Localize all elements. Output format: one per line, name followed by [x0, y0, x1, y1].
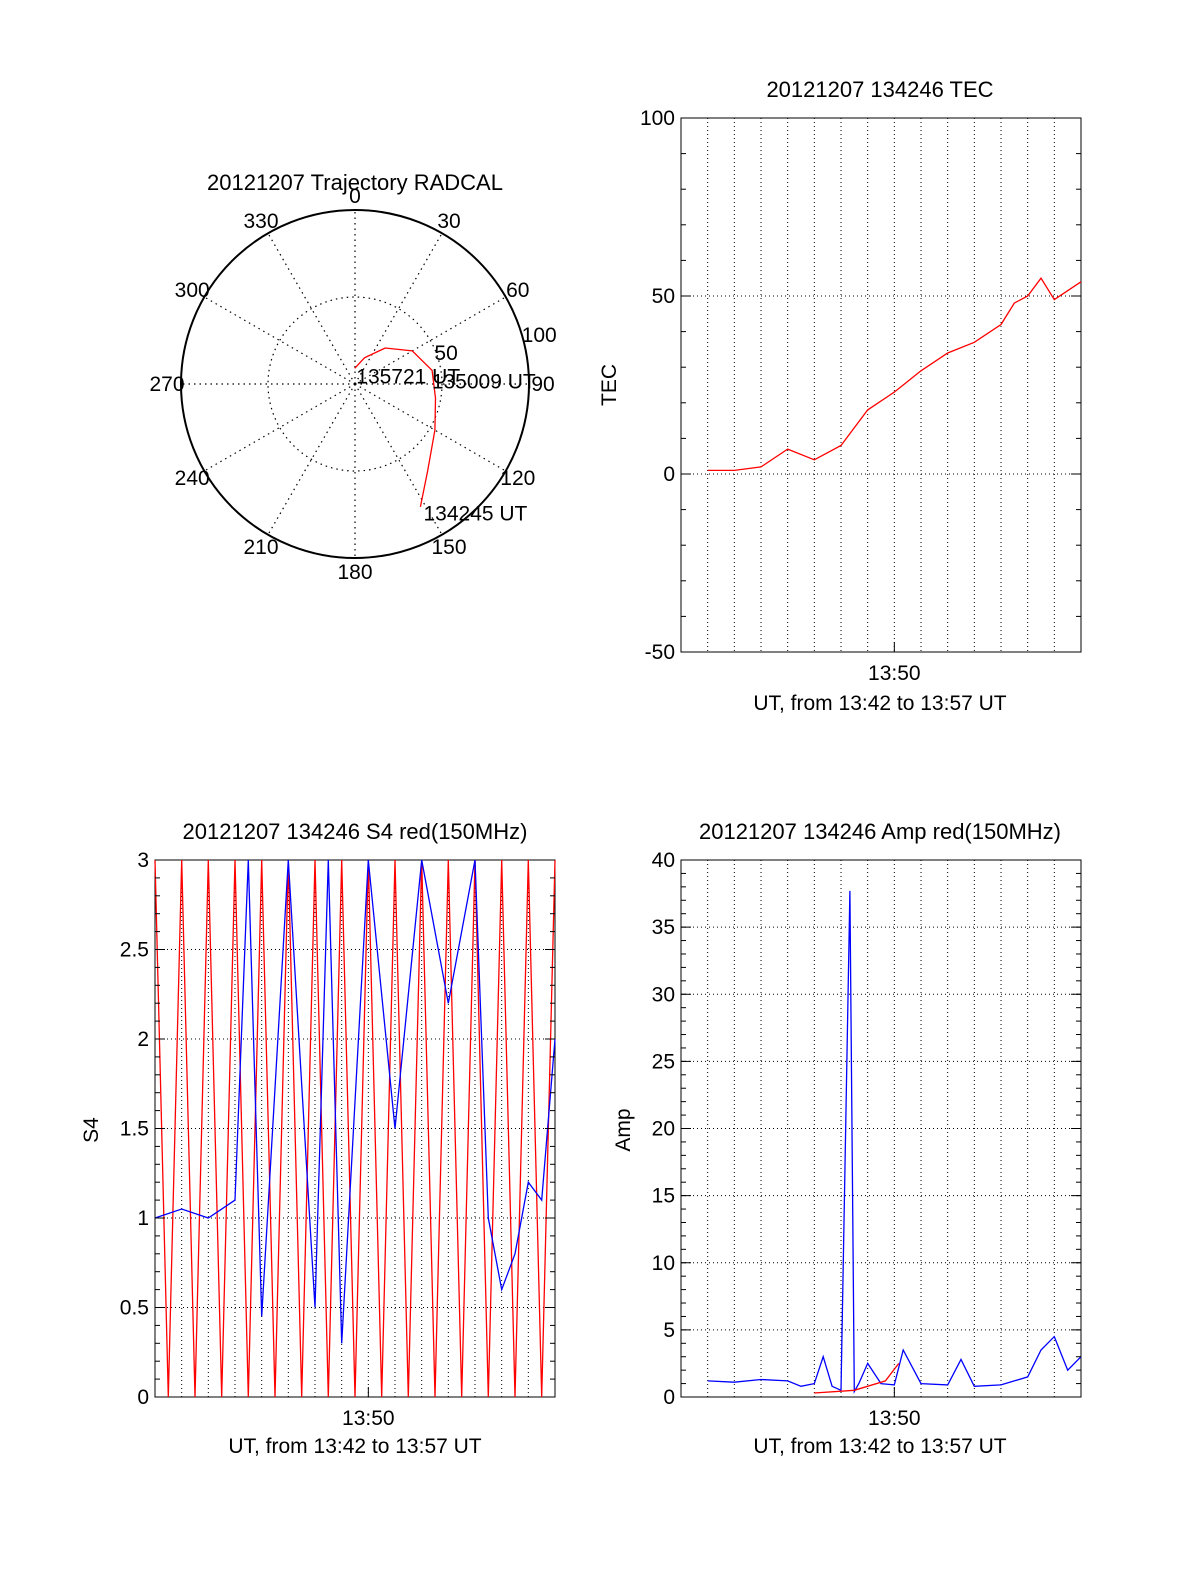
s4-y-ticks: 0 0.5 1 1.5 2 2.5 3 [120, 849, 555, 1409]
polar-angle-labels: 0 30 60 90 120 150 180 210 240 270 300 330 [149, 185, 554, 584]
trajectory-line [354, 347, 437, 508]
s4-y-tick-label: 1.5 [120, 1118, 149, 1141]
tec-y-ticks: -50 0 50 100 [640, 107, 1081, 664]
tec-xlabel: UT, from 13:42 to 13:57 UT [753, 692, 1006, 715]
polar-radial-grid-circle [267, 296, 443, 472]
polar-angle-label: 120 [500, 467, 535, 490]
polar-angle-label: 60 [506, 279, 529, 302]
amp-xlabel: UT, from 13:42 to 13:57 UT [753, 1435, 1006, 1458]
tec-series-line [707, 277, 1082, 472]
polar-angle-label: 270 [149, 373, 184, 396]
tec-y-tick-label: -50 [645, 641, 675, 664]
s4-red-series-line [154, 859, 556, 1398]
s4-y-tick-label: 2 [137, 1028, 149, 1051]
polar-angle-label: 300 [175, 279, 210, 302]
trajectory-time-label: 134245 UT [423, 503, 527, 526]
s4-y-tick-label: 0 [137, 1386, 149, 1409]
s4-y-tick-label: 1 [137, 1207, 149, 1230]
tec-x-tick-label: 13:50 [868, 662, 921, 685]
polar-spoke [204, 383, 356, 472]
amp-y-tick-label: 0 [663, 1386, 675, 1409]
s4-blue-series-line [154, 859, 556, 1344]
amp-y-tick-label: 25 [652, 1050, 675, 1073]
s4-ylabel: S4 [80, 1117, 103, 1143]
amp-y-tick-label: 35 [652, 916, 675, 939]
tec-y-tick-label: 100 [640, 107, 675, 130]
polar-angle-label: 30 [437, 210, 460, 233]
polar-radial-labels: 50 100 [434, 324, 556, 365]
polar-angle-label: 150 [431, 536, 466, 559]
s4-x-ticks: 13:50 [342, 1387, 395, 1430]
polar-spoke [354, 383, 443, 535]
amp-y-tick-label: 20 [652, 1118, 675, 1141]
polar-angle-label: 330 [243, 210, 278, 233]
amp-x-ticks: 13:50 [868, 1387, 921, 1430]
polar-angle-label: 210 [243, 536, 278, 559]
s4-title: 20121207 134246 S4 red(150MHz) [183, 819, 528, 844]
polar-spoke [204, 296, 356, 385]
tec-y-tick-label: 50 [652, 285, 675, 308]
polar-spoke [354, 296, 506, 385]
s4-xlabel: UT, from 13:42 to 13:57 UT [228, 1435, 481, 1458]
amp-y-tick-label: 30 [652, 983, 675, 1006]
amp-ylabel: Amp [612, 1108, 635, 1151]
tec-plot-frame [680, 117, 1082, 653]
amp-y-tick-label: 10 [652, 1252, 675, 1275]
polar-angle-label: 180 [337, 561, 372, 584]
polar-spoke [354, 383, 506, 472]
polar-outer-circle [180, 209, 530, 559]
amp-grid [681, 860, 1081, 1397]
tec-grid [681, 118, 1081, 652]
amp-y-tick-label: 15 [652, 1185, 675, 1208]
trajectory-time-label: 135721 UT [356, 365, 460, 388]
trajectory-time-label: 135009 UT [432, 370, 536, 393]
s4-panel: 20121207 134246 S4 red(150MHz) 0 0.5 1 1.5 2… [80, 819, 556, 1458]
polar-grid [181, 210, 529, 558]
tec-y-tick-label: 0 [663, 463, 675, 486]
s4-y-tick-label: 2.5 [120, 939, 149, 962]
amp-x-tick-label: 13:50 [868, 1407, 921, 1430]
amp-title: 20121207 134246 Amp red(150MHz) [699, 819, 1061, 844]
polar-angle-label: 90 [531, 373, 554, 396]
polar-radial-label: 50 [434, 342, 457, 365]
s4-x-tick-label: 13:50 [342, 1407, 395, 1430]
polar-title: 20121207 Trajectory RADCAL [207, 170, 503, 195]
polar-spoke [267, 383, 356, 535]
s4-y-tick-label: 0.5 [120, 1297, 149, 1320]
amp-y-ticks: 0 5 10 15 20 25 30 35 40 [652, 849, 1081, 1409]
tec-title: 20121207 134246 TEC [766, 77, 993, 102]
polar-trajectory-panel: 20121207 Trajectory RADCAL 0 30 60 90 120 150… [149, 170, 556, 584]
polar-spoke [267, 233, 356, 385]
amp-panel: 20121207 134246 Amp red(150MHz) 0 5 10 15 20… [612, 819, 1082, 1458]
amp-y-tick-label: 5 [663, 1319, 675, 1342]
polar-radial-label: 100 [522, 324, 557, 347]
polar-angle-label: 0 [349, 185, 361, 208]
tec-ylabel: TEC [598, 364, 621, 406]
tec-x-ticks: 13:50 [868, 642, 921, 685]
tec-panel: 20121207 134246 TEC -50 0 50 100 13:50 UT, … [598, 77, 1082, 715]
amp-y-tick-label: 40 [652, 849, 675, 872]
polar-angle-label: 240 [175, 467, 210, 490]
polar-spoke [354, 233, 443, 385]
amp-red-series-line [814, 1363, 900, 1394]
amp-blue-series-line [707, 890, 1082, 1395]
s4-y-tick-label: 3 [137, 849, 149, 872]
